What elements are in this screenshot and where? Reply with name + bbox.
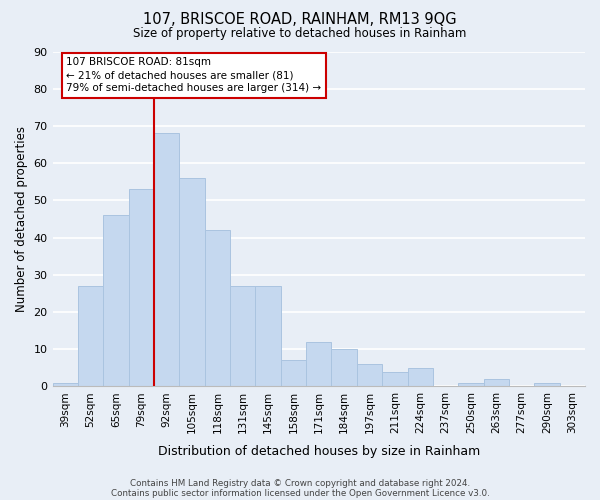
- Bar: [179, 178, 205, 386]
- Bar: [154, 134, 179, 386]
- Y-axis label: Number of detached properties: Number of detached properties: [15, 126, 28, 312]
- Text: Contains public sector information licensed under the Open Government Licence v3: Contains public sector information licen…: [110, 488, 490, 498]
- Bar: [534, 382, 560, 386]
- Bar: [53, 382, 78, 386]
- Bar: [128, 189, 154, 386]
- Text: 107 BRISCOE ROAD: 81sqm
← 21% of detached houses are smaller (81)
79% of semi-de: 107 BRISCOE ROAD: 81sqm ← 21% of detache…: [67, 57, 322, 94]
- Bar: [357, 364, 382, 386]
- Bar: [484, 379, 509, 386]
- Text: Contains HM Land Registry data © Crown copyright and database right 2024.: Contains HM Land Registry data © Crown c…: [130, 478, 470, 488]
- Bar: [382, 372, 407, 386]
- Bar: [306, 342, 331, 386]
- Bar: [281, 360, 306, 386]
- Bar: [103, 215, 128, 386]
- Bar: [331, 349, 357, 387]
- Bar: [407, 368, 433, 386]
- Bar: [205, 230, 230, 386]
- Bar: [256, 286, 281, 386]
- Bar: [78, 286, 103, 386]
- Text: Size of property relative to detached houses in Rainham: Size of property relative to detached ho…: [133, 28, 467, 40]
- Text: 107, BRISCOE ROAD, RAINHAM, RM13 9QG: 107, BRISCOE ROAD, RAINHAM, RM13 9QG: [143, 12, 457, 28]
- Bar: [458, 382, 484, 386]
- X-axis label: Distribution of detached houses by size in Rainham: Distribution of detached houses by size …: [158, 444, 480, 458]
- Bar: [230, 286, 256, 386]
